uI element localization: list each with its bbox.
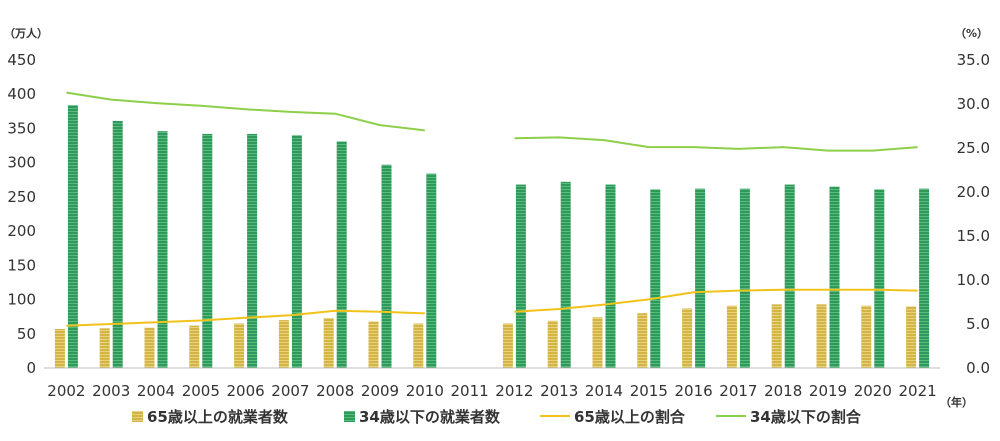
left-tick-0: 0 — [26, 359, 36, 377]
x-tick-2013: 2013 — [540, 382, 578, 400]
x-tick-2018: 2018 — [764, 382, 802, 400]
right-tick-35.0: 35.0 — [957, 51, 990, 69]
bar-34-2004 — [157, 131, 168, 368]
bar-65-2010 — [413, 323, 424, 368]
x-tick-2009: 2009 — [361, 382, 399, 400]
bar-65-2013 — [547, 320, 558, 368]
bar-65-2008 — [323, 318, 334, 368]
right-axis-unit: （%） — [955, 27, 988, 40]
left-tick-150: 150 — [7, 256, 36, 274]
x-tick-2006: 2006 — [227, 382, 265, 400]
bar-65-2003 — [99, 328, 110, 368]
bar-65-2009 — [368, 321, 379, 368]
legend-label-65-bar: 65歳以上の就業者数 — [147, 408, 289, 426]
x-tick-2003: 2003 — [92, 382, 130, 400]
x-axis: 2002 2003 2004 2005 2006 2007 2008 2009 2010 2011… — [47, 382, 936, 400]
legend-label-34-line: 34歳以下の割合 — [750, 408, 862, 426]
bar-34-2014 — [605, 184, 616, 368]
legend-item-65-line: 65歳以上の割合 — [540, 408, 686, 426]
left-tick-250: 250 — [7, 188, 36, 206]
bar-65-2015 — [637, 313, 648, 368]
bar-34-2005 — [202, 133, 213, 368]
x-tick-2015: 2015 — [630, 382, 668, 400]
bar-65-2019 — [816, 304, 827, 368]
bar-65-2007 — [278, 320, 289, 368]
bar-65-2012 — [502, 323, 513, 368]
bar-65-2018 — [771, 304, 782, 368]
bar-65-2016 — [682, 308, 693, 368]
right-tick-20.0: 20.0 — [957, 183, 990, 201]
line-34-segment-0 — [66, 91, 425, 132]
legend-swatch-34-bar — [344, 411, 355, 422]
right-tick-30.0: 30.0 — [957, 95, 990, 113]
x-tick-2017: 2017 — [719, 382, 757, 400]
x-tick-2019: 2019 — [809, 382, 847, 400]
right-tick-0.0: 0.0 — [966, 359, 990, 377]
left-tick-200: 200 — [7, 222, 36, 240]
legend-item-65-bar: 65歳以上の就業者数 — [132, 408, 289, 426]
bar-34-2010 — [426, 173, 437, 368]
x-tick-2021: 2021 — [899, 382, 937, 400]
bar-65-2005 — [189, 325, 200, 368]
line-34-segment-1 — [514, 136, 918, 152]
bar-65-2004 — [144, 327, 155, 368]
x-tick-2016: 2016 — [675, 382, 713, 400]
x-tick-2005: 2005 — [182, 382, 220, 400]
bar-65-2017 — [726, 305, 737, 368]
x-tick-2014: 2014 — [585, 382, 623, 400]
right-tick-25.0: 25.0 — [957, 139, 990, 157]
left-tick-300: 300 — [7, 154, 36, 172]
bar-34-2015 — [650, 189, 661, 368]
x-tick-2002: 2002 — [47, 382, 85, 400]
bar-34-2019 — [829, 186, 840, 368]
right-tick-15.0: 15.0 — [957, 227, 990, 245]
legend-label-34-bar: 34歳以下の就業者数 — [359, 408, 501, 426]
plot-area — [54, 91, 930, 368]
x-tick-2007: 2007 — [271, 382, 309, 400]
bar-34-2009 — [381, 164, 392, 368]
right-tick-5.0: 5.0 — [966, 315, 990, 333]
x-tick-2008: 2008 — [316, 382, 354, 400]
bar-34-2016 — [695, 188, 706, 368]
bar-65-2021 — [906, 306, 917, 368]
bar-34-2017 — [739, 188, 750, 368]
x-axis-unit: （年） — [940, 395, 973, 409]
legend-label-65-line: 65歳以上の割合 — [574, 408, 686, 426]
left-tick-350: 350 — [7, 119, 36, 137]
bar-34-2012 — [515, 184, 526, 368]
left-tick-100: 100 — [7, 291, 36, 309]
legend-item-34-line: 34歳以下の割合 — [716, 408, 862, 426]
line-65-segment-0 — [66, 309, 425, 327]
bar-34-2008 — [336, 141, 347, 368]
legend-item-34-bar: 34歳以下の就業者数 — [344, 408, 501, 426]
bar-34-2020 — [874, 189, 885, 368]
bar-65-2014 — [592, 317, 603, 368]
x-tick-2020: 2020 — [854, 382, 892, 400]
bar-65-2002 — [54, 328, 65, 368]
bar-34-2007 — [291, 135, 302, 368]
line-65-segment-1 — [514, 288, 918, 313]
right-tick-10.0: 10.0 — [957, 271, 990, 289]
legend: 65歳以上の就業者数 34歳以下の就業者数 65歳以上の割合 34歳以下の割合 — [132, 408, 862, 426]
left-axis-unit: （万人） — [4, 26, 48, 40]
legend-swatch-65-bar — [132, 411, 143, 422]
left-tick-50: 50 — [17, 325, 36, 343]
bar-34-2018 — [784, 184, 795, 368]
bar-34-2021 — [919, 188, 930, 368]
bar-65-2006 — [234, 323, 245, 368]
x-tick-2010: 2010 — [406, 382, 444, 400]
bar-65-2020 — [861, 305, 872, 368]
bar-34-2002 — [67, 105, 78, 368]
x-tick-2012: 2012 — [495, 382, 533, 400]
bar-34-2003 — [112, 120, 123, 368]
x-tick-2011: 2011 — [451, 382, 489, 400]
left-tick-400: 400 — [7, 85, 36, 103]
left-axis: 0 50 100 150 200 250 300 350 400 450 — [7, 51, 36, 377]
bar-34-2013 — [560, 181, 571, 368]
left-tick-450: 450 — [7, 51, 36, 69]
bar-34-2006 — [247, 133, 258, 368]
x-tick-2004: 2004 — [137, 382, 175, 400]
right-axis: 0.0 5.0 10.0 15.0 20.0 25.0 30.0 35.0 — [957, 51, 990, 377]
